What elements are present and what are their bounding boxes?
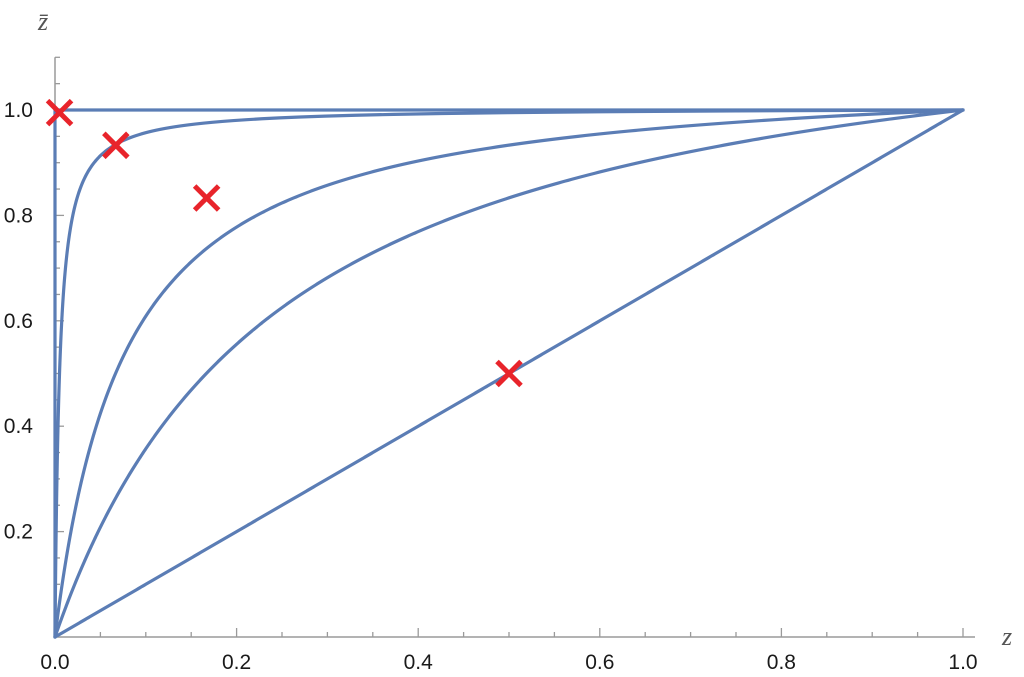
y-ticks: 0.2 0.4 0.6 0.8 1.0 — [4, 56, 64, 612]
y-axis-title: z̄ — [37, 7, 49, 36]
y-tick-label: 0.6 — [4, 310, 33, 333]
x-axis-title: z — [1001, 622, 1012, 651]
y-tick-label: 0.4 — [4, 415, 34, 438]
x-tick-label: 0.0 — [40, 651, 69, 674]
cross-stroke — [102, 131, 130, 160]
y-tick-label: 1.0 — [4, 99, 33, 122]
y-tick-label: 0.8 — [4, 204, 33, 227]
series-curve — [53, 108, 965, 639]
x-tick-label: 0.4 — [404, 651, 434, 674]
cross-marker — [102, 131, 130, 160]
cross-marker — [495, 359, 523, 388]
cross-stroke — [45, 98, 74, 127]
cross-marker — [45, 98, 74, 127]
series-curve — [53, 108, 965, 639]
series-markers — [45, 98, 523, 388]
x-tick-label: 0.2 — [222, 651, 251, 674]
cross-stroke — [192, 184, 221, 212]
x-ticks: 0.0 0.2 0.4 0.6 0.8 1.0 — [40, 628, 978, 674]
series-curve — [53, 108, 965, 639]
y-tick-label: 0.2 — [4, 521, 33, 544]
cross-stroke — [495, 359, 523, 388]
cross-marker — [192, 184, 221, 212]
axes: 0.0 0.2 0.4 0.6 0.8 1.0 0.2 0.4 0.6 0.8 1.0 z z̄ — [4, 7, 1012, 674]
x-tick-label: 0.8 — [767, 651, 796, 674]
x-tick-label: 1.0 — [948, 651, 977, 674]
x-tick-label: 0.6 — [585, 651, 614, 674]
